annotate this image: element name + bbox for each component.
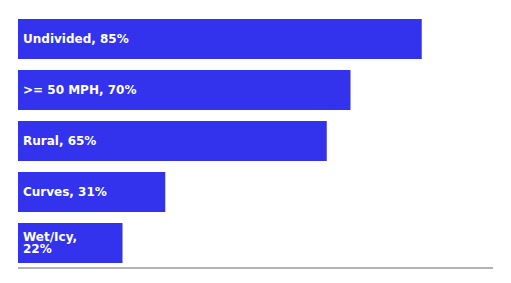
svg-text:Wet/Icy,22%: Wet/Icy,22%: [23, 230, 77, 256]
svg-text:Curves, 31%: Curves, 31%: [23, 185, 107, 199]
svg-text:>= 50 MPH, 70%: >= 50 MPH, 70%: [23, 83, 136, 97]
svg-text:Rural, 65%: Rural, 65%: [23, 134, 96, 148]
svg-text:Undivided, 85%: Undivided, 85%: [23, 32, 129, 46]
